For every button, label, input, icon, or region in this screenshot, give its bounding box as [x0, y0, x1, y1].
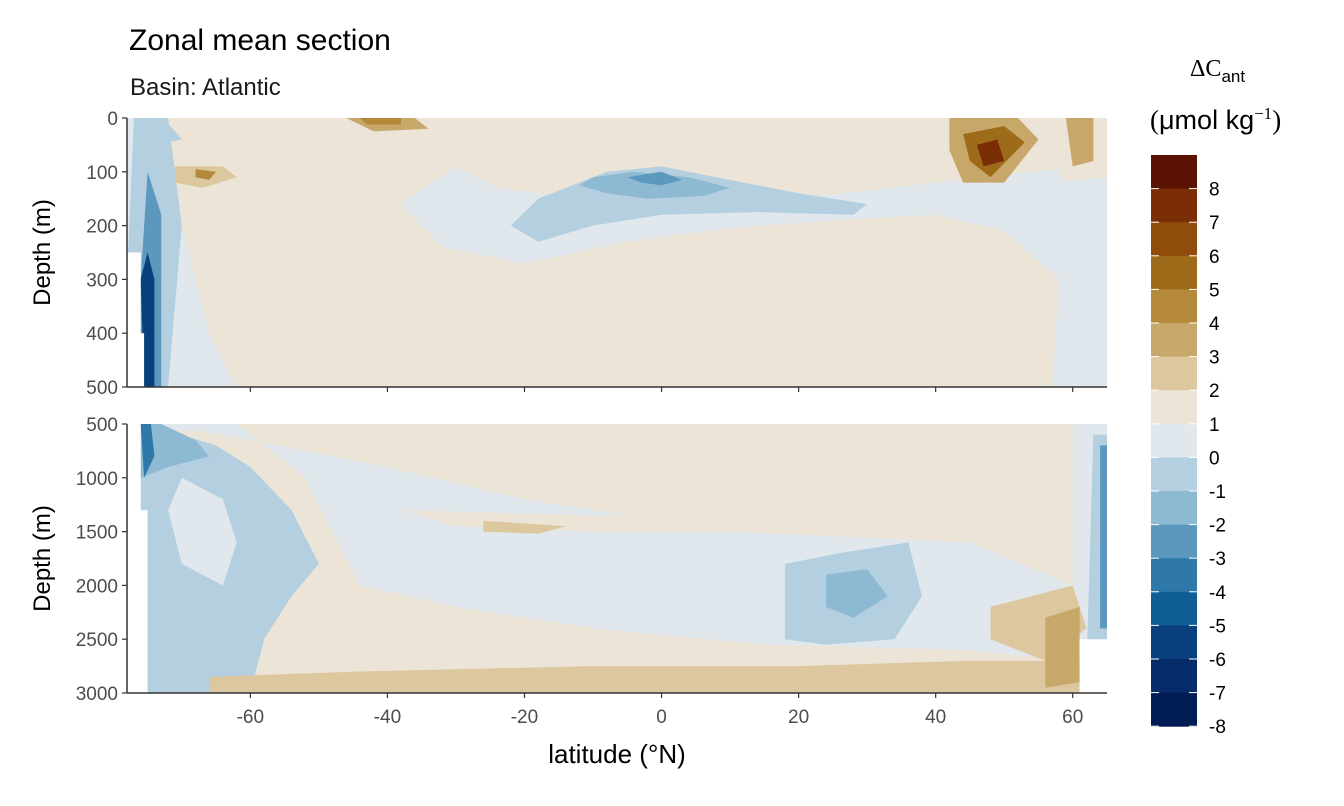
- legend-title-subscript: ant: [1221, 66, 1246, 86]
- y-tick-label: 1500: [76, 523, 118, 544]
- legend-label: 7: [1209, 213, 1220, 234]
- contour-region: [1045, 177, 1107, 387]
- legend-label: -6: [1209, 650, 1226, 671]
- x-tick-label: 0: [656, 707, 667, 728]
- contour-region: [1065, 118, 1094, 167]
- legend-swatch: [1151, 289, 1197, 324]
- contour-region: [168, 477, 237, 586]
- legend-label: 3: [1209, 348, 1220, 369]
- legend-swatch: [1151, 692, 1197, 727]
- legend-title-main: ΔC: [1190, 56, 1222, 82]
- legend-label: -2: [1209, 516, 1226, 537]
- legend-swatch: [1151, 625, 1197, 660]
- no-data-region: [127, 424, 148, 693]
- y-tick-label: 100: [86, 163, 118, 184]
- chart-title: Zonal mean section: [129, 24, 391, 57]
- legend-unit-text: μmol kg: [1159, 105, 1255, 135]
- legend-label: -7: [1209, 684, 1226, 705]
- legend-swatch: [1151, 390, 1197, 425]
- legend-title: ΔCant: [1190, 56, 1245, 87]
- legend-swatch: [1151, 356, 1197, 391]
- contour-region: [209, 660, 1087, 693]
- y-tick-label: 500: [86, 415, 118, 436]
- legend-swatch: [1151, 155, 1197, 190]
- legend-label: 4: [1209, 314, 1220, 335]
- x-tick-label: 20: [788, 707, 809, 728]
- contour-region: [976, 139, 1005, 167]
- legend-swatch: [1151, 558, 1197, 593]
- y-tick-label: 2500: [76, 630, 118, 651]
- contour-region: [627, 171, 683, 186]
- legend-label: 1: [1209, 415, 1220, 436]
- x-tick-label: -20: [511, 707, 538, 728]
- contour-region: [346, 290, 374, 387]
- legend-label: -3: [1209, 549, 1226, 570]
- contour-region: [195, 169, 217, 180]
- y-tick-label: 0: [107, 109, 118, 130]
- legend-label: -4: [1209, 583, 1226, 604]
- legend-label: 8: [1209, 180, 1220, 201]
- legend-label: 2: [1209, 381, 1220, 402]
- legend-label: 5: [1209, 280, 1220, 301]
- x-axis-label: latitude (°N): [548, 739, 686, 769]
- legend-swatch: [1151, 423, 1197, 458]
- contour-region: [421, 279, 456, 387]
- x-tick-label: 40: [925, 707, 946, 728]
- y-tick-label: 300: [86, 270, 118, 291]
- legend-swatch: [1151, 659, 1197, 694]
- contour-region: [140, 424, 155, 478]
- y-axis-label: Depth (m): [29, 199, 56, 306]
- y-tick-label: 2000: [76, 576, 118, 597]
- y-tick-label: 200: [86, 217, 118, 238]
- no-data-region: [1079, 639, 1107, 693]
- contour-region: [140, 424, 210, 478]
- legend-swatch: [1151, 491, 1197, 526]
- contour-region: [922, 274, 936, 387]
- y-tick-label: 400: [86, 324, 118, 345]
- contour-region: [1100, 445, 1107, 629]
- legend-label: -5: [1209, 616, 1226, 637]
- no-data-region: [127, 252, 145, 387]
- contour-region: [401, 166, 1073, 280]
- x-tick-label: 60: [1062, 707, 1083, 728]
- y-tick-label: 3000: [76, 684, 118, 705]
- legend-swatch: [1151, 222, 1197, 257]
- legend-label: -1: [1209, 482, 1226, 503]
- contour-region: [360, 118, 402, 125]
- legend-swatch: [1151, 457, 1197, 492]
- contour-region: [236, 279, 278, 387]
- y-tick-label: 1000: [76, 469, 118, 490]
- y-tick-label: 500: [86, 378, 118, 399]
- legend-swatch: [1151, 255, 1197, 290]
- x-tick-label: -60: [237, 707, 264, 728]
- legend-swatch: [1151, 524, 1197, 559]
- legend-unit-superscript: −1: [1254, 104, 1273, 123]
- contour-region: [647, 257, 689, 301]
- contour-region: [826, 569, 888, 618]
- y-axis-label: Depth (m): [29, 505, 56, 612]
- contour-region: [558, 274, 587, 387]
- chart-subtitle: Basin: Atlantic: [130, 74, 281, 101]
- legend-label: 0: [1209, 448, 1220, 469]
- legend-swatch: [1151, 323, 1197, 358]
- contour-region: [140, 252, 155, 387]
- legend-unit: (μmol kg−1): [1150, 104, 1282, 135]
- legend-label: -8: [1209, 717, 1226, 738]
- contour-region: [1045, 606, 1080, 688]
- contour-region: [140, 123, 182, 145]
- x-tick-label: -40: [374, 707, 401, 728]
- legend-swatch: [1151, 188, 1197, 223]
- contour-region: [579, 171, 731, 199]
- legend-label: 6: [1209, 247, 1220, 268]
- legend-swatch: [1151, 591, 1197, 626]
- contour-region: [483, 520, 566, 534]
